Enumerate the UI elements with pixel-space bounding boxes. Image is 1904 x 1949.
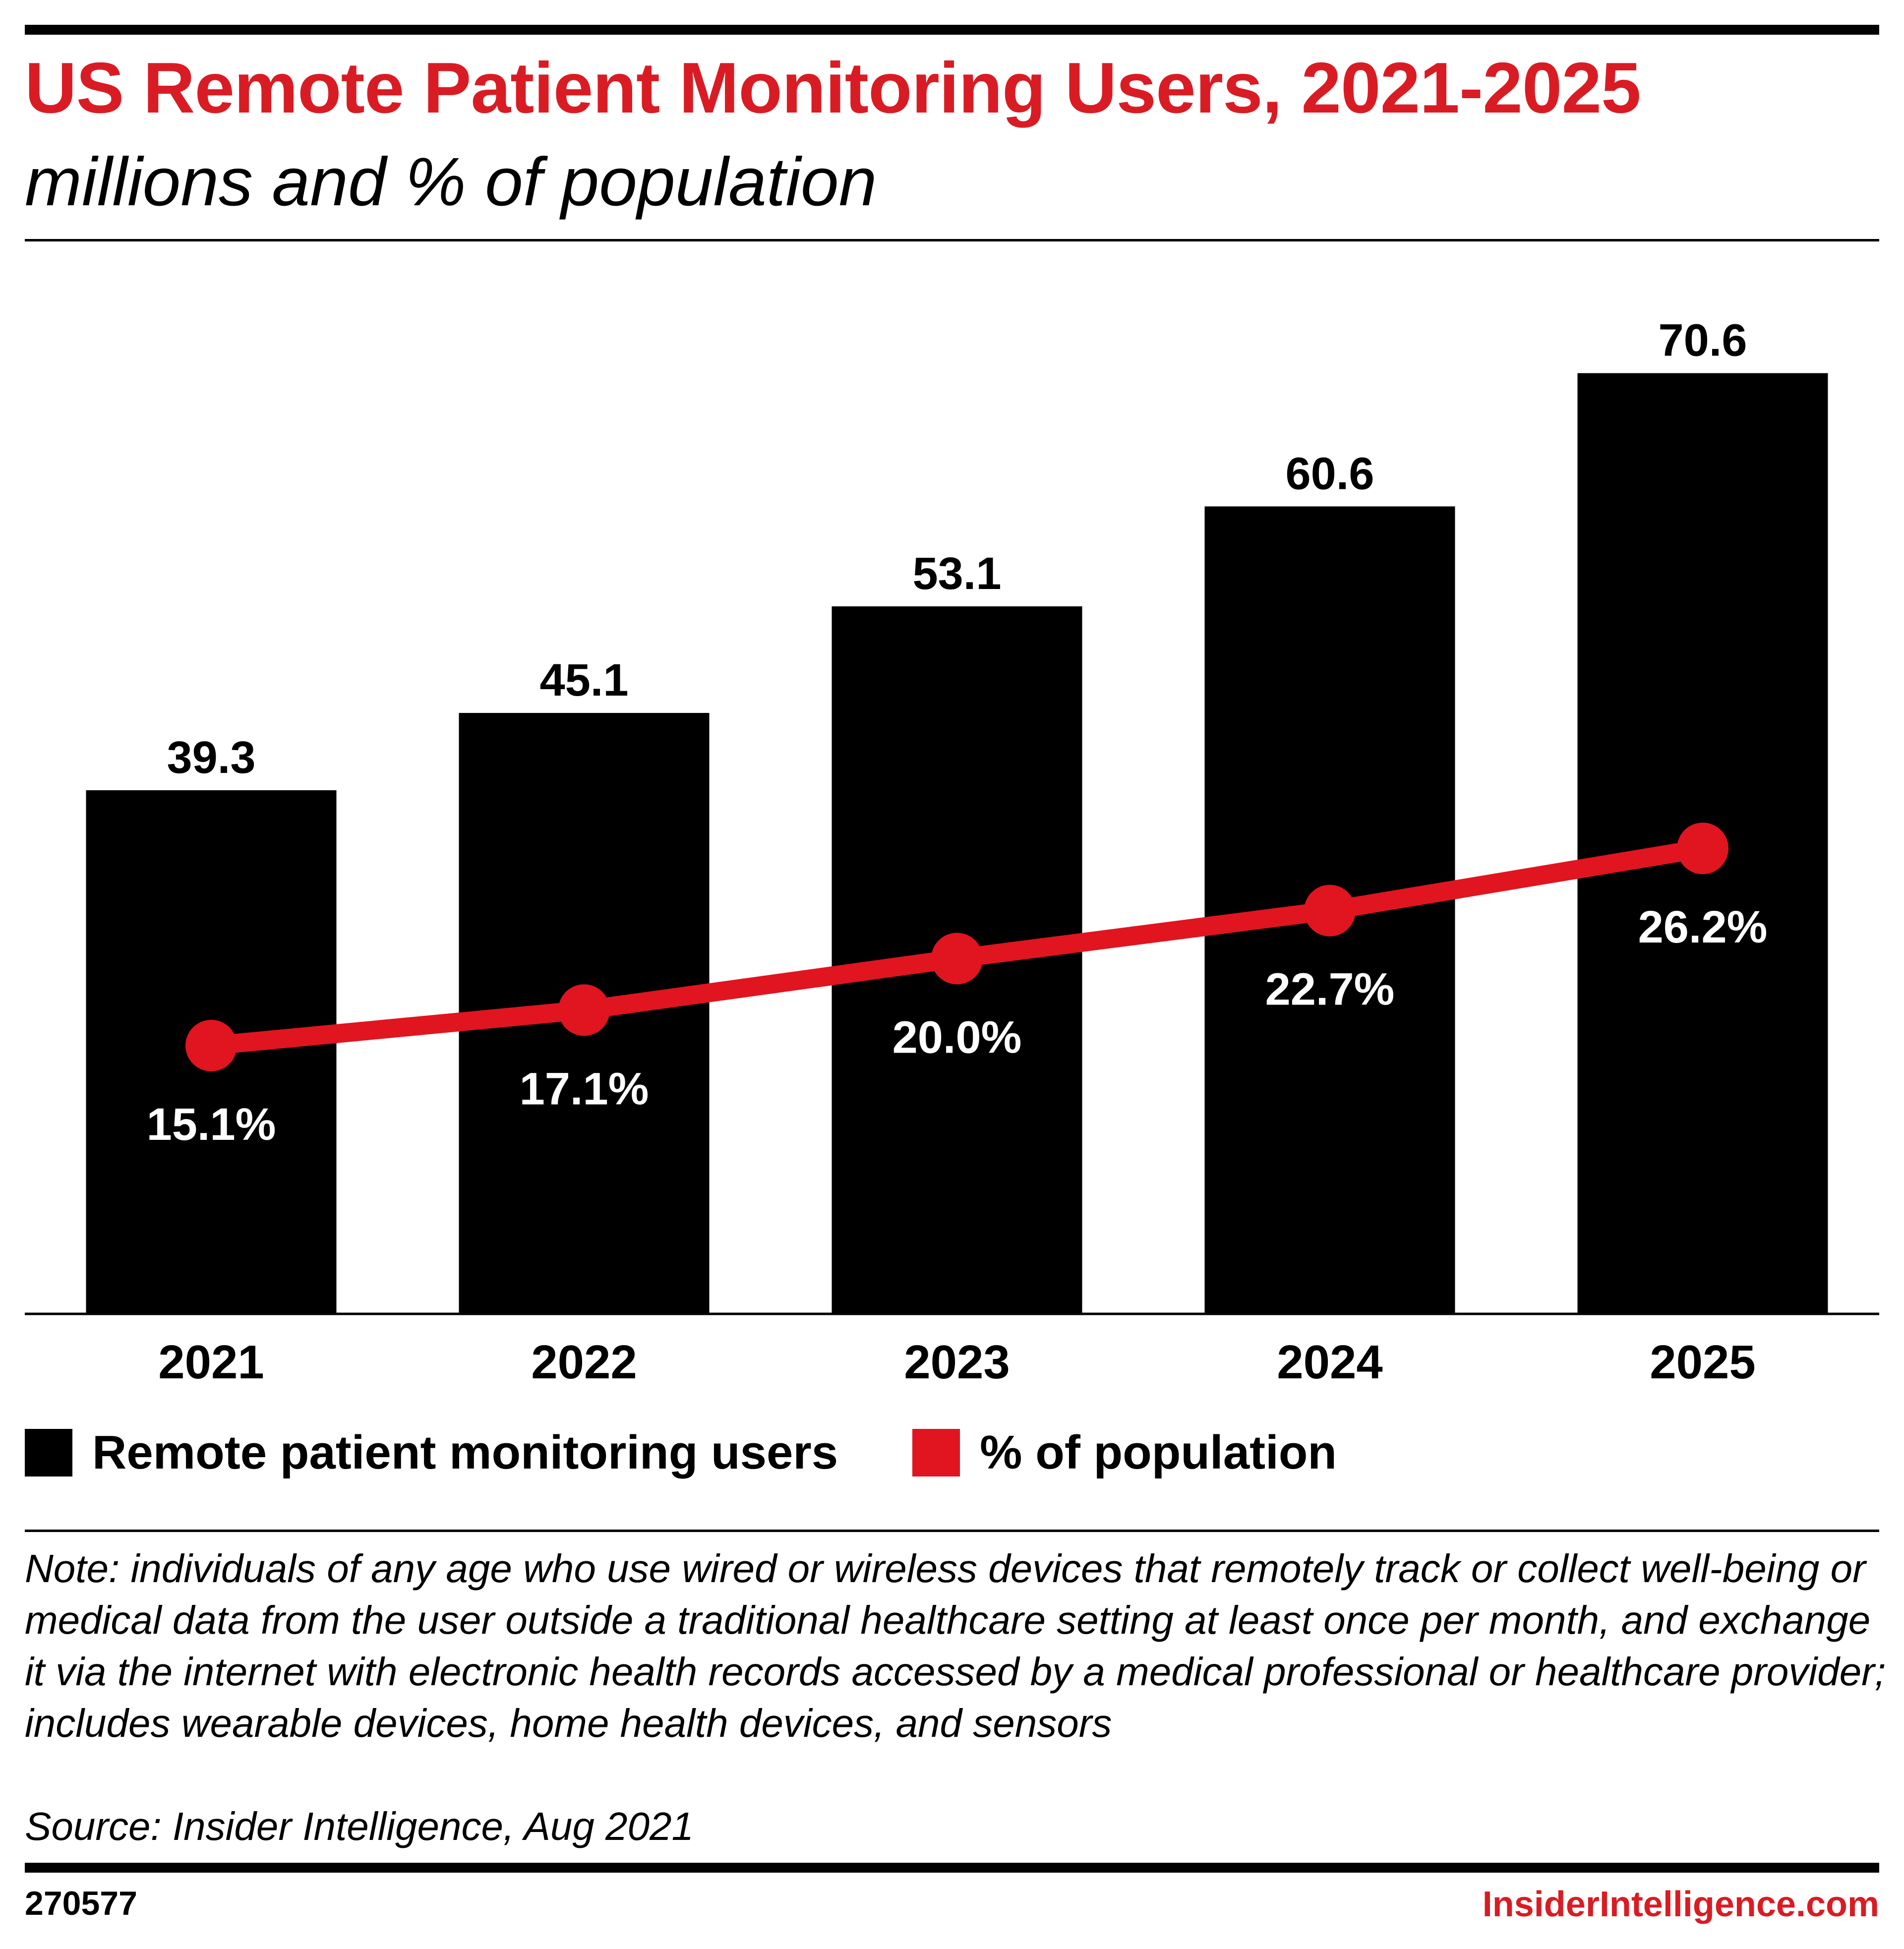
legend-swatch-line	[912, 1429, 960, 1477]
chart-id: 270577	[25, 1885, 137, 1922]
population-point-2022	[558, 984, 610, 1036]
population-label-2021: 15.1%	[147, 1099, 276, 1150]
bar-value-label-2025: 70.6	[1658, 315, 1747, 366]
x-tick-label-2023: 2023	[904, 1336, 1010, 1389]
bar-value-label-2021: 39.3	[167, 732, 255, 783]
chart-source: Source: Insider Intelligence, Aug 2021	[25, 1804, 694, 1848]
x-tick-label-2022: 2022	[531, 1336, 637, 1389]
legend-swatch-bars	[25, 1429, 72, 1477]
top-rule	[25, 25, 1879, 35]
bar-value-label-2023: 53.1	[912, 548, 1001, 599]
brand-link[interactable]: InsiderIntelligence.com	[1482, 1885, 1879, 1924]
chart: 39.3 45.1 53.1 60.6 70.6 15.1% 17.1% 20.0% 22.7%…	[25, 315, 1879, 1389]
population-point-2023	[931, 933, 983, 985]
population-point-2021	[185, 1019, 237, 1071]
population-label-2025: 26.2%	[1638, 902, 1768, 952]
legend-label-population: % of population	[980, 1426, 1337, 1479]
bar-value-label-2024: 60.6	[1285, 448, 1374, 499]
population-point-2024	[1304, 885, 1356, 937]
x-tick-label-2024: 2024	[1277, 1336, 1383, 1389]
chart-subtitle: millions and % of population	[25, 144, 877, 220]
x-tick-label-2025: 2025	[1650, 1336, 1756, 1389]
population-label-2022: 17.1%	[520, 1063, 649, 1114]
chart-title: US Remote Patient Monitoring Users, 2021…	[25, 48, 1641, 128]
x-tick-label-2021: 2021	[158, 1336, 264, 1389]
legend-item-users: Remote patient monitoring users	[25, 1425, 838, 1480]
population-label-2023: 20.0%	[892, 1012, 1022, 1063]
subtitle-rule	[25, 239, 1879, 241]
legend: Remote patient monitoring users % of pop…	[25, 1423, 1411, 1482]
labels-layer: 39.3 45.1 53.1 60.6 70.6 15.1% 17.1% 20.0% 22.7%…	[147, 315, 1768, 1150]
chart-note: Note: individuals of any age who use wir…	[25, 1546, 1886, 1745]
legend-label-users: Remote patient monitoring users	[92, 1426, 838, 1479]
bar-value-label-2022: 45.1	[539, 655, 628, 706]
bars-layer	[86, 373, 1828, 1314]
line-layer	[185, 823, 1728, 1071]
note-rule	[25, 1530, 1879, 1532]
footer-rule	[25, 1863, 1879, 1873]
population-label-2024: 22.7%	[1265, 964, 1395, 1015]
population-point-2025	[1677, 823, 1728, 875]
legend-item-population: % of population	[912, 1425, 1337, 1480]
x-axis-ticks: 2021 2022 2023 2024 2025	[158, 1336, 1756, 1389]
